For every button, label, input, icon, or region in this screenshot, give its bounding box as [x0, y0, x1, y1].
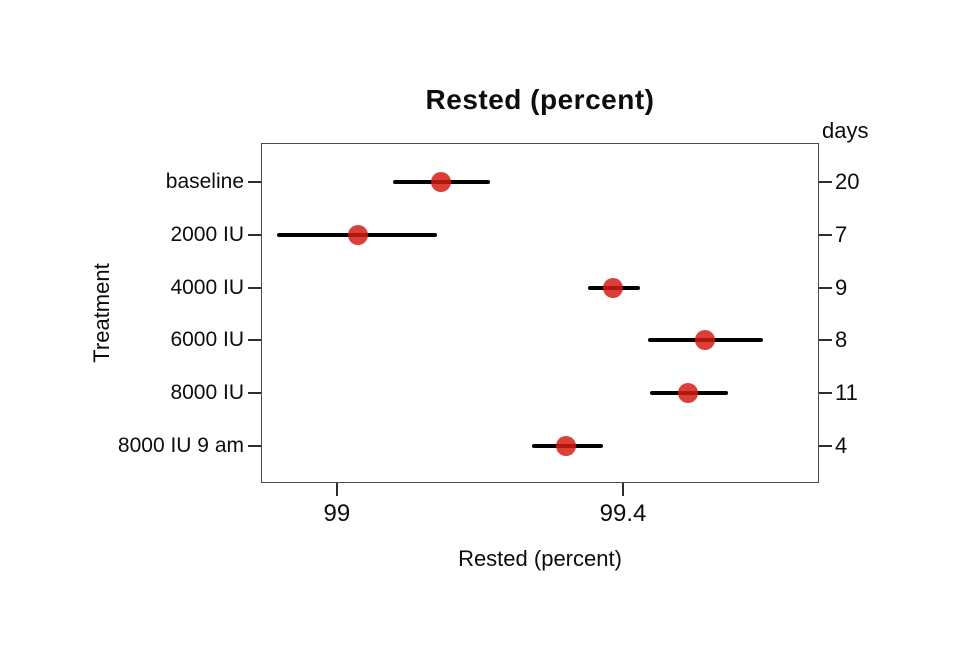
y-axis-tick — [248, 339, 261, 342]
x-axis-tick — [621, 483, 624, 496]
days-value-label-4000-iu: 9 — [835, 274, 848, 300]
y-axis-tick — [248, 233, 261, 236]
right-axis-tick — [819, 286, 832, 289]
right-axis-tick — [819, 339, 832, 342]
y-axis-tick — [248, 392, 261, 395]
right-axis-tick — [819, 445, 832, 447]
right-axis-title: days — [822, 118, 869, 143]
days-value-label-baseline: 20 — [835, 169, 860, 194]
category-label-8000-iu: 8000 IU — [170, 381, 244, 405]
days-value-label-8000-iu: 11 — [835, 380, 858, 406]
x-axis-title: Rested (percent) — [458, 546, 622, 571]
plot-area — [261, 143, 819, 483]
right-axis-tick — [819, 181, 832, 183]
data-point-6000-iu — [695, 330, 716, 351]
days-value-label-2000-iu: 7 — [835, 221, 848, 247]
right-axis-tick — [819, 233, 832, 236]
data-point-4000-iu — [602, 277, 623, 298]
category-label-baseline: baseline — [165, 170, 244, 193]
y-axis-tick — [248, 181, 261, 183]
days-value-label-8000-iu-9-am: 4 — [835, 433, 848, 458]
category-label-8000-iu-9-am: 8000 IU 9 am — [117, 434, 244, 457]
chart-title: Rested (percent) — [425, 84, 655, 115]
category-label-2000-iu: 2000 IU — [170, 222, 244, 246]
data-point-8000-iu — [678, 383, 699, 404]
category-label-6000-iu: 6000 IU — [170, 328, 244, 352]
right-axis-tick — [819, 392, 832, 395]
x-tick-label: 99 — [323, 500, 351, 527]
y-axis-tick — [248, 445, 261, 447]
days-value-label-6000-iu: 8 — [835, 327, 848, 353]
x-axis-tick — [335, 483, 338, 496]
data-point-baseline — [430, 172, 451, 192]
data-point-8000-iu-9-am — [555, 436, 576, 456]
y-axis-tick — [248, 286, 261, 289]
y-axis-title: Treatment — [89, 263, 114, 363]
x-tick-label: 99.4 — [599, 500, 647, 527]
data-point-2000-iu — [347, 224, 368, 245]
category-label-4000-iu: 4000 IU — [170, 275, 244, 299]
